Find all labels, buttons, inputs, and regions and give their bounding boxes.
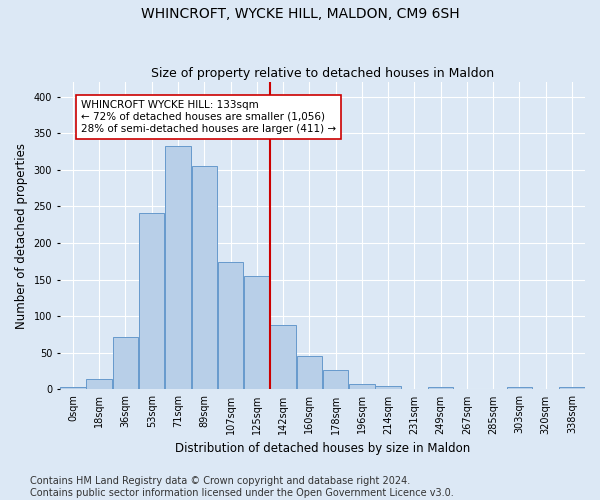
Bar [244,276,269,390]
Bar [428,386,454,390]
Bar [270,325,296,390]
Text: Contains HM Land Registry data © Crown copyright and database right 2024.
Contai: Contains HM Land Registry data © Crown c… [30,476,454,498]
Bar [506,387,532,390]
Bar [60,386,86,390]
Bar [296,356,322,390]
Bar [323,370,348,390]
Bar [191,166,217,390]
Bar [349,384,374,390]
Bar [165,146,191,390]
Title: Size of property relative to detached houses in Maldon: Size of property relative to detached ho… [151,66,494,80]
Text: WHINCROFT, WYCKE HILL, MALDON, CM9 6SH: WHINCROFT, WYCKE HILL, MALDON, CM9 6SH [140,8,460,22]
Bar [559,387,584,390]
Bar [218,262,243,390]
Bar [376,386,401,390]
X-axis label: Distribution of detached houses by size in Maldon: Distribution of detached houses by size … [175,442,470,455]
Text: WHINCROFT WYCKE HILL: 133sqm
← 72% of detached houses are smaller (1,056)
28% of: WHINCROFT WYCKE HILL: 133sqm ← 72% of de… [81,100,336,134]
Bar [86,379,112,390]
Bar [139,213,164,390]
Bar [113,338,138,390]
Y-axis label: Number of detached properties: Number of detached properties [15,142,28,328]
